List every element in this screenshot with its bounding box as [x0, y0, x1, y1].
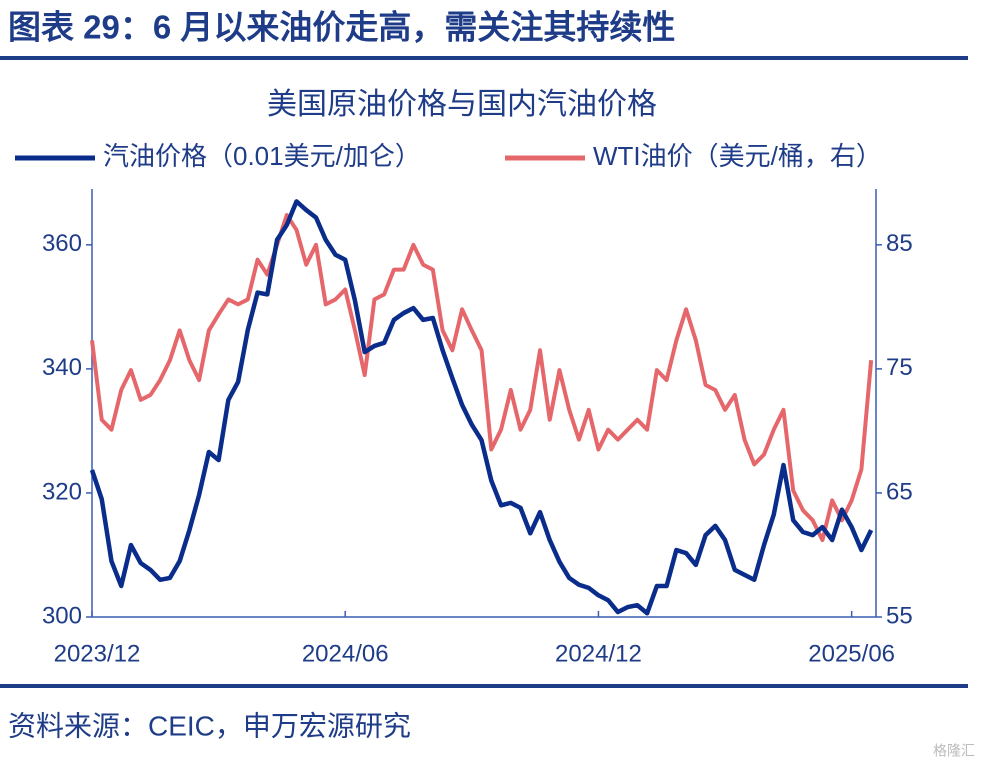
footer-rule: [0, 684, 968, 688]
series-line: [89, 199, 874, 616]
legend-label: WTI油价（美元/桶，右）: [593, 141, 882, 171]
y-tick-label: 300: [42, 602, 82, 629]
y-tick-label: 340: [42, 354, 82, 381]
y2-tick-label: 75: [886, 354, 913, 381]
y2-tick-label: 55: [886, 602, 913, 629]
y-tick-label: 360: [42, 230, 82, 257]
x-tick-label: 2023/12: [54, 640, 141, 667]
x-tick-label: 2025/06: [808, 640, 895, 667]
source: 资料来源：CEIC，申万宏源研究: [8, 710, 411, 741]
legend-label: 汽油价格（0.01美元/加仑）: [103, 141, 421, 171]
x-tick-label: 2024/06: [302, 640, 389, 667]
y2-tick-label: 85: [886, 230, 913, 257]
series-line: [90, 213, 874, 543]
y-tick-label: 320: [42, 478, 82, 505]
watermark: 格隆汇: [933, 743, 975, 759]
header-rule: [0, 56, 968, 60]
x-tick-label: 2024/12: [555, 640, 642, 667]
y2-tick-label: 65: [886, 478, 913, 505]
chart-title: 美国原油价格与国内汽油价格: [267, 88, 657, 121]
header-title: 图表 29：6 月以来油价走高，需关注其持续性: [8, 9, 675, 46]
